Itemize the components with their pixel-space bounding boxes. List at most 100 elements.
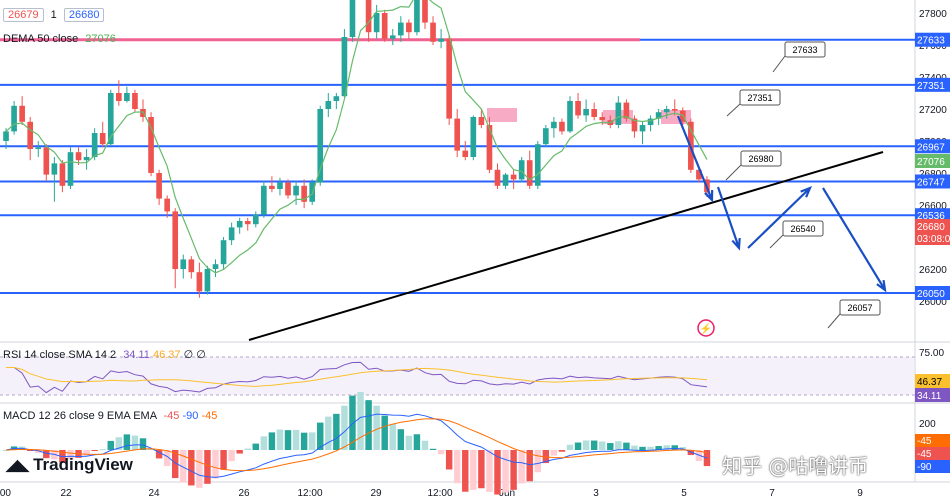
level-badge bbox=[915, 286, 950, 300]
candle-body bbox=[696, 169, 702, 180]
macd-hist-bar bbox=[623, 442, 630, 450]
callout-box bbox=[784, 41, 826, 58]
candle-body bbox=[438, 38, 444, 42]
candle-body bbox=[148, 117, 154, 173]
level-badge-label: 26536 bbox=[917, 211, 945, 222]
candle-body bbox=[551, 121, 557, 129]
macd-hist-bar bbox=[333, 413, 340, 450]
callout-box bbox=[839, 299, 881, 316]
time-tick-label: 12:00 bbox=[297, 488, 322, 499]
macd-hist-bar bbox=[437, 450, 445, 455]
level-badge bbox=[915, 139, 950, 154]
tradingview-logo[interactable]: ◢◣ TradingView bbox=[6, 455, 133, 475]
callout-leader bbox=[725, 164, 742, 181]
macd-hist-bar bbox=[494, 450, 501, 495]
macd-hist-bar bbox=[147, 448, 155, 450]
macd-hist-bar bbox=[236, 450, 243, 454]
candle-body bbox=[623, 102, 630, 119]
arrow-head bbox=[704, 189, 714, 203]
level-badge-label: 26050 bbox=[917, 289, 945, 300]
macd-hist-bar bbox=[268, 432, 276, 450]
candle-body bbox=[333, 96, 340, 101]
projection-arrows bbox=[676, 115, 887, 293]
candle-body bbox=[293, 185, 299, 196]
tv-logo-text: TradingView bbox=[33, 455, 133, 474]
macd-badge bbox=[915, 447, 950, 460]
macd-hist-bar bbox=[163, 450, 171, 467]
time-tick-label: 5 bbox=[681, 488, 687, 499]
watermark: 知乎 @咕噜讲币 bbox=[722, 454, 869, 478]
callout-leader bbox=[769, 234, 784, 249]
macd-hist-bar bbox=[43, 450, 50, 459]
rsi-badge bbox=[915, 388, 950, 402]
rsi-value-1: 34.11 bbox=[123, 349, 150, 361]
candle-body bbox=[172, 211, 179, 269]
macd-badge-label: -45 bbox=[917, 436, 932, 447]
callout-label: 27633 bbox=[792, 45, 817, 55]
callout-leader bbox=[726, 103, 741, 117]
macd-hist-bar bbox=[115, 437, 123, 450]
candle-body bbox=[19, 105, 25, 122]
candle-body bbox=[534, 144, 541, 186]
macd-hist-bar bbox=[558, 450, 566, 452]
callout-box bbox=[782, 220, 824, 237]
candle-body bbox=[116, 93, 122, 101]
indicator-legend: DEMA 50 close 27076 bbox=[3, 33, 116, 45]
macd-hist-bar bbox=[478, 450, 485, 489]
candle-body bbox=[277, 182, 283, 189]
macd-v2: -90 bbox=[182, 410, 199, 422]
macd-signal-line bbox=[5, 418, 708, 472]
candle-body bbox=[228, 227, 235, 241]
candle-body bbox=[373, 13, 380, 33]
level-badge bbox=[915, 77, 950, 92]
macd-hist-bar bbox=[325, 416, 332, 450]
price-badge-label: 27076 bbox=[917, 157, 945, 168]
projection-arrow bbox=[676, 115, 714, 201]
level-badge-label: 27633 bbox=[917, 36, 945, 47]
macd-hist-bar bbox=[381, 415, 388, 450]
ask-price[interactable]: 26680 bbox=[63, 8, 105, 22]
candle-body bbox=[43, 147, 50, 175]
time-tick-label: 3 bbox=[593, 488, 599, 499]
macd-hist-bar bbox=[228, 450, 235, 462]
macd-hist-bar bbox=[599, 441, 606, 450]
candle-body bbox=[67, 152, 74, 186]
candle-body bbox=[204, 269, 211, 292]
level-badge-label: 26747 bbox=[917, 177, 945, 188]
macd-hist-bar bbox=[349, 395, 356, 450]
candle-body bbox=[317, 109, 324, 183]
candle-body bbox=[365, 0, 372, 33]
macd-hist-bar bbox=[180, 450, 187, 483]
bid-price[interactable]: 26679 bbox=[3, 8, 44, 22]
price-tick-label: 26600 bbox=[919, 201, 947, 212]
callout-label: 26540 bbox=[790, 224, 815, 234]
macd-hist-bar bbox=[26, 450, 34, 451]
candle-body bbox=[381, 13, 388, 39]
candle-body bbox=[583, 109, 589, 116]
candle-body bbox=[91, 133, 98, 157]
candle-body bbox=[220, 240, 227, 265]
macd-hist-bar bbox=[663, 445, 670, 450]
candle-body bbox=[3, 131, 9, 141]
candle-body bbox=[615, 102, 622, 125]
macd-hist-bar bbox=[566, 444, 574, 450]
macd-hist-bar bbox=[655, 446, 662, 450]
macd-hist-bar bbox=[373, 405, 380, 450]
indicator-value: 27076 bbox=[85, 33, 116, 45]
rsi-value-2: 46.37 bbox=[152, 349, 181, 361]
candle-body bbox=[502, 174, 509, 186]
macd-hist-bar bbox=[534, 450, 542, 473]
candle-body bbox=[164, 198, 170, 212]
macd-hist-bar bbox=[357, 391, 364, 450]
macd-hist-bar bbox=[252, 443, 260, 450]
candle-body bbox=[156, 173, 162, 199]
callout-label: 26057 bbox=[847, 303, 872, 313]
macd-badge-label: -45 bbox=[917, 449, 932, 460]
macd-label: MACD 12 26 close 9 EMA EMA bbox=[3, 410, 157, 422]
macd-hist-bar bbox=[389, 423, 396, 450]
macd-hist-bar bbox=[671, 445, 678, 450]
candle-body bbox=[35, 147, 42, 149]
candle-body bbox=[51, 163, 58, 175]
rsi-badge bbox=[915, 374, 950, 388]
